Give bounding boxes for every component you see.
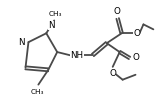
- Text: CH₃: CH₃: [31, 89, 44, 95]
- Text: CH₃: CH₃: [48, 11, 62, 17]
- Text: O: O: [109, 69, 116, 78]
- Text: O: O: [132, 54, 139, 62]
- Text: N: N: [18, 38, 24, 47]
- Text: NH: NH: [70, 52, 84, 60]
- Text: O: O: [133, 29, 140, 38]
- Text: O: O: [113, 7, 120, 16]
- Text: N: N: [48, 21, 55, 30]
